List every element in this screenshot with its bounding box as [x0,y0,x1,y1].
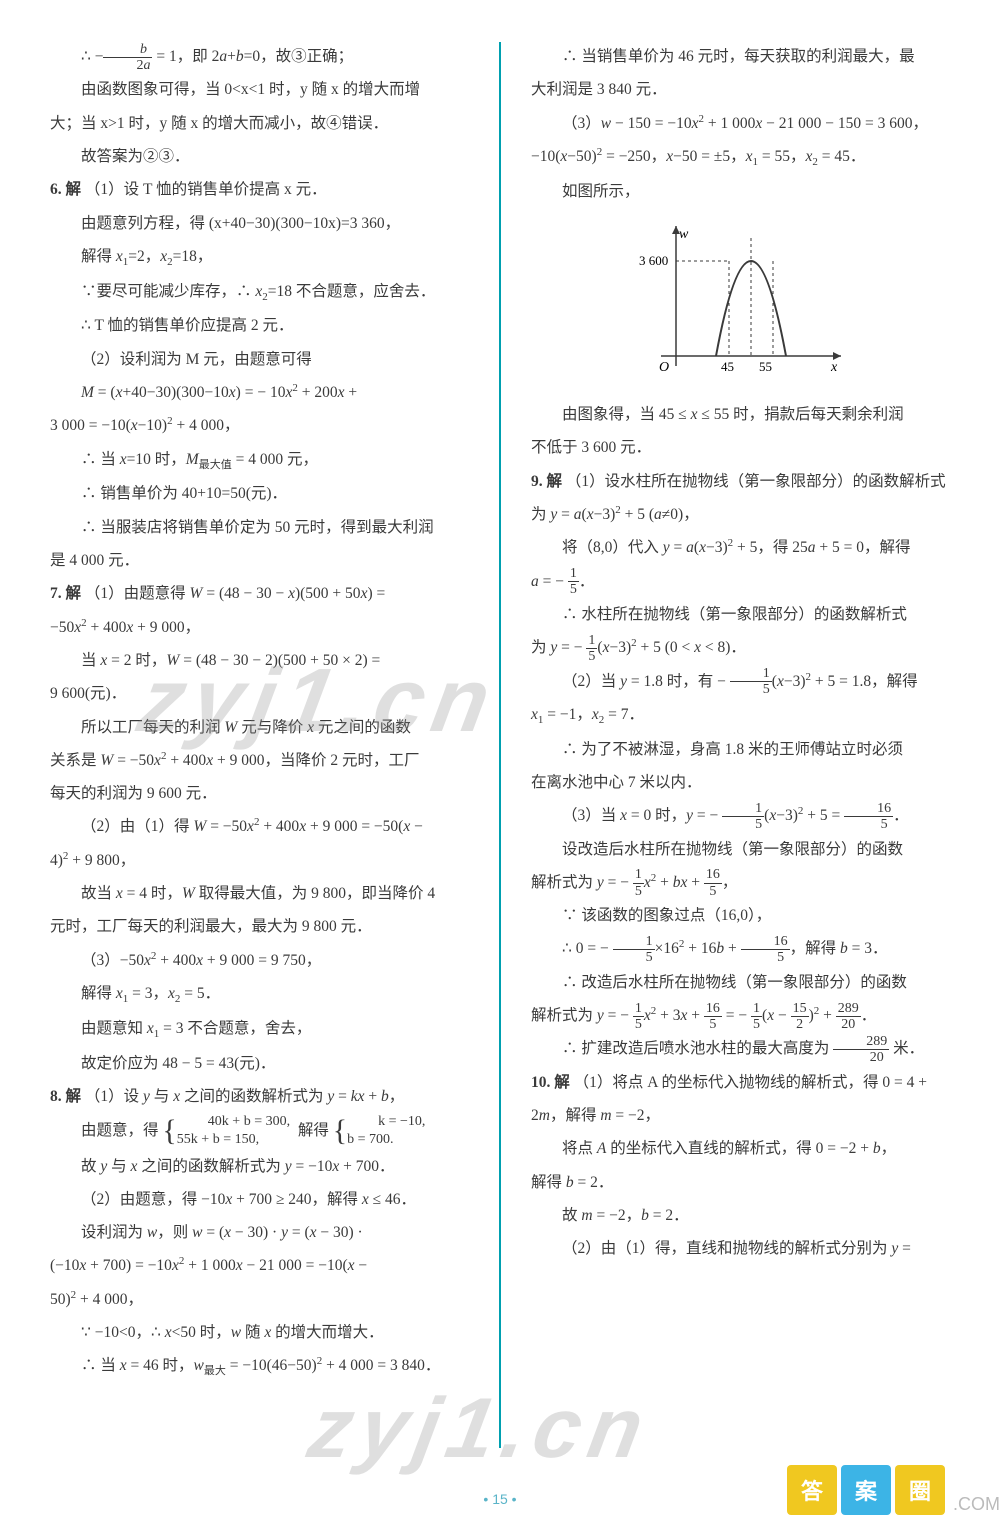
two-column-layout: ∴ −b2a = 1，即 2a+b=0，故③正确； 由函数图象可得，当 0<x<… [50,40,950,1475]
text-line: 故定价应为 48 − 5 = 43(元)． [50,1047,469,1080]
text-line: 故 m = −2，b = 2． [531,1199,950,1232]
text-line: 当 x = 2 时，W = (48 − 30 − 2)(500 + 50 × 2… [50,644,469,677]
badge-char-1: 答 [787,1465,837,1515]
page-root: zyj1.cn zyj1.cn ∴ −b2a = 1，即 2a+b=0，故③正确… [0,0,1000,1525]
text-line: 将点 A 的坐标代入直线的解析式，得 0 = −2 + b， [531,1132,950,1165]
text-line: 为 y = − 15(x−3)2 + 5 (0 < x < 8)． [531,631,950,664]
text-line: 解得 b = 2． [531,1166,950,1199]
text-line: 大利润是 3 840 元． [531,73,950,106]
text-line: ∴ 销售单价为 40+10=50(元)． [50,477,469,510]
text-line: (−10x + 700) = −10x2 + 1 000x − 21 000 =… [50,1249,469,1282]
text-line: −50x2 + 400x + 9 000， [50,611,469,644]
text-line: 解得 x1=2，x2=18， [50,240,469,275]
text-line: 2m，解得 m = −2， [531,1099,950,1132]
text-line: （2）由题意，得 −10x + 700 ≥ 240，解得 x ≤ 46． [50,1183,469,1216]
text-line: 故答案为②③． [50,140,469,173]
problem-label: 6. 解 [50,181,81,198]
text-line: （2）设利润为 M 元，由题意可得 [50,343,469,376]
problem-8: 8. 解 （1）设 y 与 x 之间的函数解析式为 y = kx + b， [50,1080,469,1113]
text-line: 故 y 与 x 之间的函数解析式为 y = −10x + 700． [50,1150,469,1183]
text-line: ∴ 改造后水柱所在抛物线（第一象限部分）的函数 [531,966,950,999]
text-line: 关系是 W = −50x2 + 400x + 9 000，当降价 2 元时，工厂 [50,744,469,777]
text-line: 3 000 = −10(x−10)2 + 4 000， [50,409,469,442]
text-line: ∴ T 恤的销售单价应提高 2 元． [50,309,469,342]
footer-badge: 答 案 圈 .COM [787,1465,1000,1515]
text-line: 由题意，得 {40k + b = 300,55k + b = 150, 解得 {… [50,1113,469,1149]
badge-char-2: 案 [841,1465,891,1515]
badge-char-3: 圈 [895,1465,945,1515]
text-line: 每天的利润为 9 600 元． [50,777,469,810]
y-tick-label: 3 600 [639,253,668,268]
text-line: （3）w − 150 = −10x2 + 1 000x − 21 000 − 1… [531,107,950,140]
text-line: 50)2 + 4 000， [50,1283,469,1316]
text-line: ∴ 0 = − 15×162 + 16b + 165，解得 b = 3． [531,932,950,965]
text-line: 解析式为 y = − 15x2 + 3x + 165 = − 15(x − 15… [531,999,950,1032]
text-line: 不低于 3 600 元． [531,431,950,464]
problem-6: 6. 解 （1）设 T 恤的销售单价提高 x 元． [50,173,469,206]
text-line: ∴ 当 x=10 时，M最大值 = 4 000 元， [50,443,469,478]
text-line: 如图所示， [531,175,950,208]
text-line: 解析式为 y = − 15x2 + bx + 165， [531,866,950,899]
text-line: （3）当 x = 0 时，y = − 15(x−3)2 + 5 = 165． [531,799,950,832]
text-line: 4)2 + 9 800， [50,844,469,877]
text-line: a = − 15． [531,565,950,598]
text-line: 由题意知 x1 = 3 不合题意，舍去， [50,1012,469,1047]
text-line: 元时，工厂每天的利润最大，最大为 9 800 元． [50,910,469,943]
badge-suffix: .COM [953,1494,1000,1515]
parabola-chart: w x 3 600 45 55 O [621,216,861,386]
text-line: ∵ 该函数的图象过点（16,0）， [531,899,950,932]
text-line: 由函数图象可得，当 0<x<1 时，y 随 x 的增大而增 [50,73,469,106]
problem-9: 9. 解 （1）设水柱所在抛物线（第一象限部分）的函数解析式 [531,465,950,498]
text-line: ∴ 当销售单价为 46 元时，每天获取的利润最大，最 [531,40,950,73]
problem-label: 8. 解 [50,1088,81,1105]
text-line: x1 = −1，x2 = 7． [531,698,950,733]
x-tick-45: 45 [721,359,734,374]
text-line: 是 4 000 元． [50,544,469,577]
text-line: （3）−50x2 + 400x + 9 000 = 9 750， [50,944,469,977]
column-divider [499,42,501,1448]
text-line: ∴ −b2a = 1，即 2a+b=0，故③正确； [50,40,469,73]
problem-10: 10. 解 （1）将点 A 的坐标代入抛物线的解析式，得 0 = 4 + [531,1066,950,1099]
axis-label-x: x [830,360,838,375]
text-line: 为 y = a(x−3)2 + 5 (a≠0)， [531,498,950,531]
text-line: 故当 x = 4 时，W 取得最大值，为 9 800，即当降价 4 [50,877,469,910]
text-span: （1）设 T 恤的销售单价提高 x 元． [85,181,327,198]
text-line: 设利润为 w，则 w = (x − 30) · y = (x − 30) · [50,1216,469,1249]
problem-label: 10. 解 [531,1074,570,1091]
text-line: 由题意列方程，得 (x+40−30)(300−10x)=3 360， [50,207,469,240]
problem-label: 9. 解 [531,473,562,490]
text-line: 大；当 x>1 时，y 随 x 的增大而减小，故④错误． [50,107,469,140]
text-line: M = (x+40−30)(300−10x) = − 10x2 + 200x + [50,376,469,409]
text-line: 9 600(元)． [50,677,469,710]
text-line: 解得 x1 = 3，x2 = 5． [50,977,469,1012]
text-line: ∴ 当服装店将销售单价定为 50 元时，得到最大利润 [50,511,469,544]
text-line: ∴ 当 x = 46 时，w最大 = −10(46−50)2 + 4 000 =… [50,1349,469,1384]
text-line: （2）当 y = 1.8 时，有 − 15(x−3)2 + 5 = 1.8，解得 [531,665,950,698]
problem-7: 7. 解 （1）由题意得 W = (48 − 30 − x)(500 + 50x… [50,577,469,610]
x-tick-55: 55 [759,359,772,374]
text-line: −10(x−50)2 = −250，x−50 = ±5，x1 = 55，x2 =… [531,140,950,175]
axis-label-w: w [679,227,689,242]
text-line: ∵要尽可能减少库存，∴ x2=18 不合题意，应舍去． [50,275,469,310]
text-line: ∵ −10<0，∴ x<50 时，w 随 x 的增大而增大． [50,1316,469,1349]
text-line: ∴ 扩建改造后喷水池水柱的最大高度为 28920 米． [531,1032,950,1065]
text-line: 设改造后水柱所在抛物线（第一象限部分）的函数 [531,833,950,866]
text-line: 所以工厂每天的利润 W 元与降价 x 元之间的函数 [50,711,469,744]
text-line: （2）由（1）得，直线和抛物线的解析式分别为 y = [531,1232,950,1265]
text-line: （2）由（1）得 W = −50x2 + 400x + 9 000 = −50(… [50,810,469,843]
origin-label: O [659,360,669,375]
problem-label: 7. 解 [50,585,81,602]
right-column: ∴ 当销售单价为 46 元时，每天获取的利润最大，最 大利润是 3 840 元．… [531,40,950,1475]
text-line: ∴ 水柱所在抛物线（第一象限部分）的函数解析式 [531,598,950,631]
text-line: ∴ 为了不被淋湿，身高 1.8 米的王师傅站立时必须 [531,733,950,766]
text-line: 由图象得，当 45 ≤ x ≤ 55 时，捐款后每天剩余利润 [531,398,950,431]
text-line: 将（8,0）代入 y = a(x−3)2 + 5，得 25a + 5 = 0，解… [531,531,950,564]
left-column: ∴ −b2a = 1，即 2a+b=0，故③正确； 由函数图象可得，当 0<x<… [50,40,469,1475]
text-line: 在离水池中心 7 米以内． [531,766,950,799]
